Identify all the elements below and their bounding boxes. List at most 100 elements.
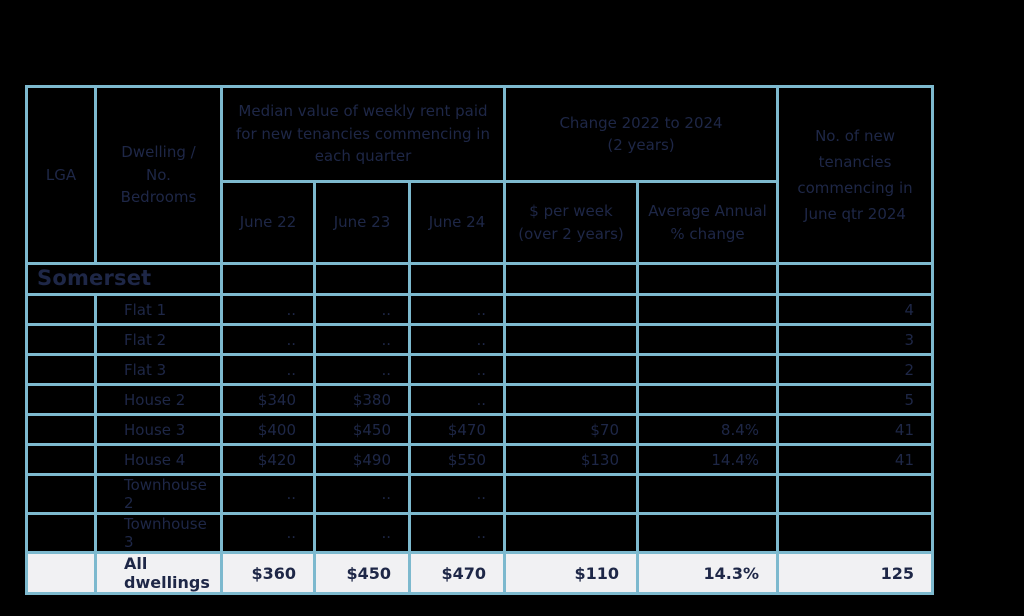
cell-per-week [503,512,639,554]
cell-tenancies: 2 [776,353,935,386]
table-row: Townhouse 2 .. .. .. [25,473,935,515]
cell-per-week [503,323,639,356]
cell-avg-annual [635,323,780,356]
cell-per-week: $130 [503,443,639,476]
cell-avg-annual [635,473,780,515]
cell-avg-annual: 8.4% [635,413,780,446]
cell-empty [408,262,506,296]
cell-tenancies: 41 [776,413,935,446]
cell-june-23: $380 [313,383,411,416]
header-tenancies: No. of new tenancies commencing in June … [776,85,935,265]
cell-empty [776,262,935,296]
dwelling-label: House 3 [94,413,223,446]
cell-june-23: .. [313,293,411,326]
cell-june-24: .. [408,473,506,515]
total-per-week: $110 [503,551,639,595]
cell-june-23: .. [313,512,411,554]
cell-tenancies [776,512,935,554]
cell-june-24: .. [408,323,506,356]
header-row-sub: June 22 June 23 June 24 $ per week (over… [27,180,933,265]
cell-tenancies [776,473,935,515]
dwelling-label: Townhouse 2 [94,473,223,515]
cell-empty [25,413,97,446]
header-lga: LGA [25,85,97,265]
table-row: Flat 1 .. .. .. 4 [25,293,935,326]
header-median-group: Median value of weekly rent paid for new… [220,85,506,183]
cell-avg-annual [635,383,780,416]
cell-empty [25,293,97,326]
cell-june-22: $420 [220,443,316,476]
cell-empty [25,383,97,416]
cell-per-week: $70 [503,413,639,446]
dwelling-label: Townhouse 3 [94,512,223,554]
cell-june-22: .. [220,293,316,326]
cell-june-23: $450 [313,413,411,446]
header-dwelling: Dwelling / No. Bedrooms [94,85,223,265]
cell-avg-annual [635,293,780,326]
lga-name: Somerset [25,262,223,296]
cell-per-week [503,293,639,326]
dwelling-label: Flat 1 [94,293,223,326]
total-june-24: $470 [408,551,506,595]
cell-june-22: .. [220,323,316,356]
table-row: Flat 2 .. .. .. 3 [25,323,935,356]
cell-per-week [503,353,639,386]
cell-empty [25,443,97,476]
cell-june-22: .. [220,473,316,515]
cell-avg-annual: 14.4% [635,443,780,476]
header-row-groups: LGA Dwelling / No. Bedrooms Median value… [25,85,935,265]
header-june-22: June 22 [220,180,316,265]
cell-per-week [503,473,639,515]
cell-june-22: .. [220,512,316,554]
rent-table: LGA Dwelling / No. Bedrooms Median value… [25,85,935,595]
cell-empty [25,512,97,554]
cell-tenancies: 41 [776,443,935,476]
table-row: House 2 $340 $380 .. 5 [25,383,935,416]
cell-june-24: .. [408,353,506,386]
header-per-week: $ per week (over 2 years) [503,180,639,265]
lga-group-row: Somerset [25,262,935,296]
cell-june-23: .. [313,473,411,515]
total-june-22: $360 [220,551,316,595]
cell-empty [25,473,97,515]
cell-tenancies: 4 [776,293,935,326]
cell-avg-annual [635,353,780,386]
cell-june-24: $550 [408,443,506,476]
cell-empty [25,551,97,595]
header-june-24: June 24 [408,180,506,265]
table-row: Townhouse 3 .. .. .. [25,512,935,554]
cell-june-24: .. [408,512,506,554]
cell-june-22: $400 [220,413,316,446]
cell-empty [220,262,316,296]
cell-june-24: .. [408,293,506,326]
cell-per-week [503,383,639,416]
cell-june-23: $490 [313,443,411,476]
total-june-23: $450 [313,551,411,595]
dwelling-label: Flat 2 [94,323,223,356]
total-tenancies: 125 [776,551,935,595]
dwelling-label: Flat 3 [94,353,223,386]
header-change-group: Change 2022 to 2024 (2 years) [502,85,780,183]
cell-june-24: .. [408,383,506,416]
cell-avg-annual [635,512,780,554]
header-june-23: June 23 [313,180,411,265]
header-avg-annual: Average Annual % change [635,180,780,265]
total-label: All dwellings [94,551,223,595]
cell-empty [635,262,780,296]
dwelling-label: House 4 [94,443,223,476]
total-row: All dwellings $360 $450 $470 $110 14.3% … [25,551,935,595]
cell-june-22: .. [220,353,316,386]
table-row: House 4 $420 $490 $550 $130 14.4% 41 [25,443,935,476]
table-row: House 3 $400 $450 $470 $70 8.4% 41 [25,413,935,446]
cell-empty [313,262,411,296]
cell-june-23: .. [313,323,411,356]
cell-empty [503,262,639,296]
cell-june-23: .. [313,353,411,386]
cell-june-24: $470 [408,413,506,446]
total-avg-annual: 14.3% [635,551,780,595]
cell-empty [25,353,97,386]
dwelling-label: House 2 [94,383,223,416]
cell-tenancies: 3 [776,323,935,356]
cell-june-22: $340 [220,383,316,416]
